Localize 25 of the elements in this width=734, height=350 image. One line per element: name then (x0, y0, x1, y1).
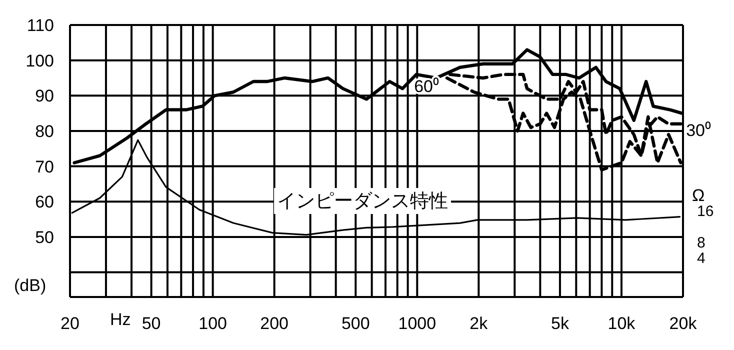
y-tick-label: 50 (35, 228, 54, 247)
x-tick-label: 10k (608, 314, 636, 334)
y2-axis-title: Ω (692, 186, 705, 206)
x-tick-label: 1000 (398, 314, 436, 334)
y-tick-label: 80 (35, 122, 54, 142)
y-tick-label: 90 (35, 86, 54, 106)
x-tick-label: 20 (60, 314, 80, 334)
y2-tick-label: 16 (697, 203, 714, 220)
y-tick-label: 110 (26, 16, 54, 36)
series-label: 30⁰ (686, 120, 712, 140)
y-tick-label: 70 (35, 157, 54, 176)
x-tick-label: 200 (260, 314, 289, 334)
x-tick-label: 50 (142, 314, 161, 334)
x-tick-label: 2k (470, 314, 488, 334)
y-tick-label: 100 (26, 51, 54, 70)
x-axis-title: Hz (110, 310, 131, 330)
x-tick-label: 100 (198, 314, 228, 334)
x-tick-label: 20k (669, 314, 698, 334)
y-axis-title: (dB) (14, 276, 46, 295)
x-tick-label: 500 (341, 314, 370, 334)
y-tick-label: 60 (35, 192, 54, 212)
y2-tick-label: 8 (697, 234, 706, 252)
y2-tick-label: 4 (697, 250, 706, 268)
annotation: インピーダンス特性 (274, 188, 451, 214)
x-tick-label: 5k (550, 314, 570, 334)
